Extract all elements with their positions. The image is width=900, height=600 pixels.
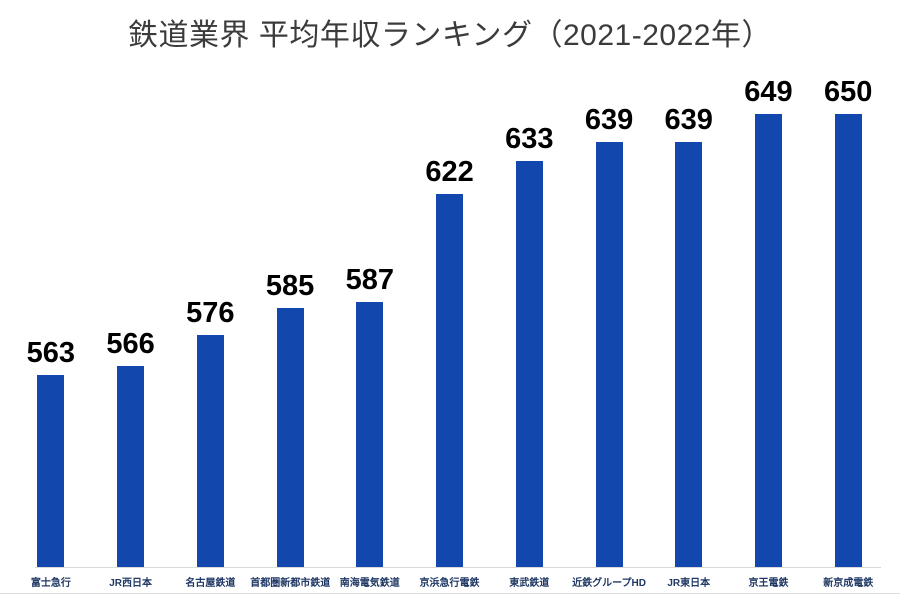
bar-column: 639 bbox=[649, 78, 729, 568]
plot-area: 563 566 576 585 587 622 633 639 639 649 650 bbox=[11, 78, 888, 568]
bar bbox=[37, 375, 65, 568]
x-axis-line bbox=[35, 567, 881, 568]
bar-value-label: 639 bbox=[664, 104, 713, 136]
bar-value-label: 649 bbox=[744, 76, 793, 108]
bar-column: 622 bbox=[410, 78, 490, 568]
bar bbox=[515, 161, 543, 568]
category-label: 富士急行 bbox=[30, 578, 71, 589]
bar bbox=[675, 142, 703, 568]
bar-value-label: 639 bbox=[584, 104, 634, 136]
bar bbox=[117, 366, 145, 568]
bar-value-label: 650 bbox=[824, 76, 873, 108]
bar bbox=[754, 114, 782, 568]
bar-value-label: 633 bbox=[505, 123, 554, 155]
category-label: JR西日本 bbox=[109, 578, 152, 589]
bar-column: 633 bbox=[489, 78, 569, 568]
category-label: 南海電気鉄道 bbox=[339, 578, 400, 589]
bar bbox=[356, 302, 384, 568]
bar-column: 649 bbox=[729, 78, 809, 568]
bar-column: 576 bbox=[170, 78, 250, 568]
bar bbox=[595, 142, 623, 568]
bottom-border-line bbox=[0, 593, 900, 594]
bar-column: 566 bbox=[91, 78, 171, 568]
category-label: 京王電鉄 bbox=[748, 578, 789, 589]
category-label: JR東日本 bbox=[667, 578, 711, 589]
category-label: 東武鉄道 bbox=[509, 578, 550, 589]
bar-column: 585 bbox=[250, 78, 330, 568]
bar-column: 639 bbox=[569, 78, 649, 568]
bar-column: 650 bbox=[808, 78, 888, 568]
bar bbox=[196, 335, 224, 568]
bar-value-label: 587 bbox=[345, 264, 394, 296]
bar-value-label: 622 bbox=[425, 156, 474, 188]
category-label: 近鉄グループHD bbox=[572, 578, 646, 589]
bar-column: 587 bbox=[330, 78, 410, 568]
category-label: 新京成電鉄 bbox=[823, 578, 874, 589]
category-label: 名古屋鉄道 bbox=[185, 578, 236, 589]
bar bbox=[834, 114, 862, 568]
category-label: 首都圏新都市鉄道 bbox=[250, 578, 331, 589]
bar-value-label: 563 bbox=[26, 337, 76, 369]
chart-title: 鉄道業界 平均年収ランキング（2021-2022年） bbox=[128, 19, 772, 52]
x-axis-category-labels: 富士急行 JR西日本 名古屋鉄道 首都圏新都市鉄道 南海電気鉄道 京浜急行電鉄 東武鉄道 近鉄… bbox=[11, 574, 888, 589]
bar bbox=[436, 194, 464, 568]
bar-value-label: 576 bbox=[186, 297, 235, 329]
category-label: 京浜急行電鉄 bbox=[419, 578, 480, 589]
bar-column: 563 bbox=[11, 78, 91, 568]
bar-value-label: 566 bbox=[106, 328, 155, 360]
bar-value-label: 585 bbox=[265, 270, 315, 302]
bar bbox=[276, 308, 304, 568]
